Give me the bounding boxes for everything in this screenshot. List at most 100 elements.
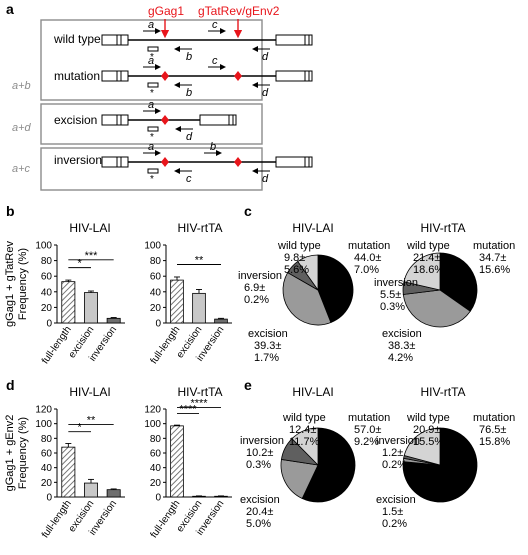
y-axis-label-line: gGag1 + gTatRev bbox=[4, 241, 16, 327]
chart-title: HIV-rtTA bbox=[420, 385, 465, 399]
guide-gag1-label: gGag1 bbox=[148, 4, 184, 18]
group-box-ab bbox=[40, 19, 263, 101]
y-tick-label: 80 bbox=[150, 256, 162, 267]
primer-c-label: c bbox=[186, 173, 192, 185]
pie-sd: 0.2% bbox=[382, 459, 407, 471]
bar-excision bbox=[192, 495, 206, 498]
pie-value: 21.4± bbox=[413, 252, 440, 264]
pie-label-wild-type: wild type bbox=[282, 412, 326, 424]
x-tick-label: full-length bbox=[40, 324, 74, 366]
row-label-wild-type: wild type bbox=[53, 32, 101, 46]
pie-sd: 0.2% bbox=[244, 294, 269, 306]
pie-value: 9.8± bbox=[284, 252, 305, 264]
bar-chart-b-lai: HIV-LAI020406080100full-lengthexcisionin… bbox=[4, 221, 125, 366]
pie-slice-wild-type bbox=[291, 427, 319, 466]
y-tick-label: 20 bbox=[150, 478, 162, 489]
y-axis-label: gGag1 + gTatRevFrequency (%) bbox=[4, 241, 29, 327]
pie-sd: 5.0% bbox=[246, 518, 271, 530]
pie-label-mutation: mutation bbox=[348, 412, 390, 424]
significance-label: *** bbox=[85, 250, 99, 262]
pie-value: 20.4± bbox=[246, 506, 273, 518]
excision-construct bbox=[101, 114, 237, 132]
pie-value: 44.0± bbox=[354, 252, 381, 264]
side-label-ab: a+b bbox=[12, 80, 31, 92]
y-tick-label: 20 bbox=[150, 303, 162, 314]
pie-label-inversion: inversion bbox=[374, 277, 418, 289]
significance-label: ** bbox=[195, 255, 204, 267]
pie-label-excision: excision bbox=[382, 328, 422, 340]
pie-value: 12.4± bbox=[289, 424, 316, 436]
pie-sd: 9.2% bbox=[354, 436, 379, 448]
y-tick-label: 100 bbox=[35, 241, 52, 252]
pie-sd: 1.7% bbox=[254, 352, 279, 364]
y-tick-label: 40 bbox=[41, 287, 53, 298]
pie-value: 6.9± bbox=[244, 282, 265, 294]
pie-slice-excision bbox=[280, 458, 319, 500]
bar-excision bbox=[84, 292, 98, 324]
panel-letter-b: b bbox=[6, 203, 15, 219]
pie-sd: 15.5% bbox=[413, 436, 444, 448]
pie-sd: 7.0% bbox=[354, 264, 379, 276]
pie-label-wild-type: wild type bbox=[406, 240, 450, 252]
y-tick-label: 80 bbox=[41, 256, 53, 267]
bar-full-length bbox=[170, 279, 184, 324]
x-tick-label: full-length bbox=[40, 498, 74, 540]
primer-c-label: c bbox=[212, 55, 218, 67]
pie-label-mutation: mutation bbox=[473, 240, 515, 252]
pie-value: 10.2± bbox=[246, 447, 273, 459]
y-tick-label: 0 bbox=[155, 493, 161, 504]
y-tick-label: 0 bbox=[46, 493, 52, 504]
primer-c-label: c bbox=[212, 19, 218, 31]
bar-inversion bbox=[106, 317, 121, 324]
significance-label: **** bbox=[190, 398, 208, 410]
y-tick-label: 100 bbox=[144, 419, 161, 430]
primer-d-label: d bbox=[262, 87, 269, 99]
pie-value: 39.3± bbox=[254, 340, 281, 352]
pie-label-excision: excision bbox=[376, 494, 416, 506]
asterisk-mark: * bbox=[150, 174, 154, 185]
pie-sd: 4.2% bbox=[388, 352, 413, 364]
pie-label-inversion: inversion bbox=[238, 270, 282, 282]
bar-chart-b-rtta: HIV-rtTA020406080100full-lengthexcisioni… bbox=[144, 221, 232, 366]
pie-slice-wild-type bbox=[403, 427, 441, 466]
primer-a-label: a bbox=[148, 19, 154, 31]
panel-letter-c: c bbox=[244, 203, 252, 219]
primer-d-label: d bbox=[262, 173, 269, 185]
bar-inversion bbox=[106, 489, 121, 498]
pie-value: 20.9± bbox=[413, 424, 440, 436]
pie-label-excision: excision bbox=[240, 494, 280, 506]
y-tick-label: 0 bbox=[155, 319, 161, 330]
pie-slice-wild-type bbox=[297, 254, 319, 292]
primer-d-label: d bbox=[186, 131, 193, 143]
charts-layer: HIV-LAI 0 20 40 60 80 100 full-length excision in… bbox=[4, 221, 515, 540]
significance-label: **** bbox=[179, 403, 197, 415]
y-axis-label-line: Frequency (%) bbox=[17, 417, 29, 489]
x-tick-label: full-length bbox=[149, 498, 183, 540]
row-label-mutation: mutation bbox=[54, 69, 100, 83]
pie-value: 76.5± bbox=[479, 424, 506, 436]
wild-type-construct bbox=[101, 34, 313, 52]
pie-sd: 15.8% bbox=[479, 436, 510, 448]
pie-chart-e-rtta: HIV-rtTAmutation76.5±15.8%excision1.5±0.… bbox=[376, 385, 515, 530]
mutation-construct bbox=[101, 70, 313, 88]
pie-slice-mutation bbox=[439, 252, 478, 312]
guide-tatrev-env2-label: gTatRev/gEnv2 bbox=[198, 4, 280, 18]
pie-slice-mutation bbox=[317, 254, 354, 324]
bar-chart-d-rtta: HIV-rtTA020406080100120full-lengthexcisi… bbox=[144, 385, 232, 540]
chart-title: HIV-LAI bbox=[292, 221, 333, 235]
primer-b-label: b bbox=[186, 51, 192, 63]
y-tick-label: 0 bbox=[46, 319, 52, 330]
bar-excision bbox=[192, 292, 206, 324]
panel-letter-e: e bbox=[244, 377, 252, 393]
y-tick-label: 40 bbox=[41, 463, 53, 474]
bar-full-length bbox=[61, 281, 76, 324]
asterisk-mark: * bbox=[150, 88, 154, 99]
significance-label: ** bbox=[87, 414, 96, 426]
pie-slice-excision bbox=[282, 272, 332, 326]
panel-letter-d: d bbox=[6, 377, 15, 393]
pie-label-mutation: mutation bbox=[348, 240, 390, 252]
bar-inversion bbox=[214, 495, 228, 498]
